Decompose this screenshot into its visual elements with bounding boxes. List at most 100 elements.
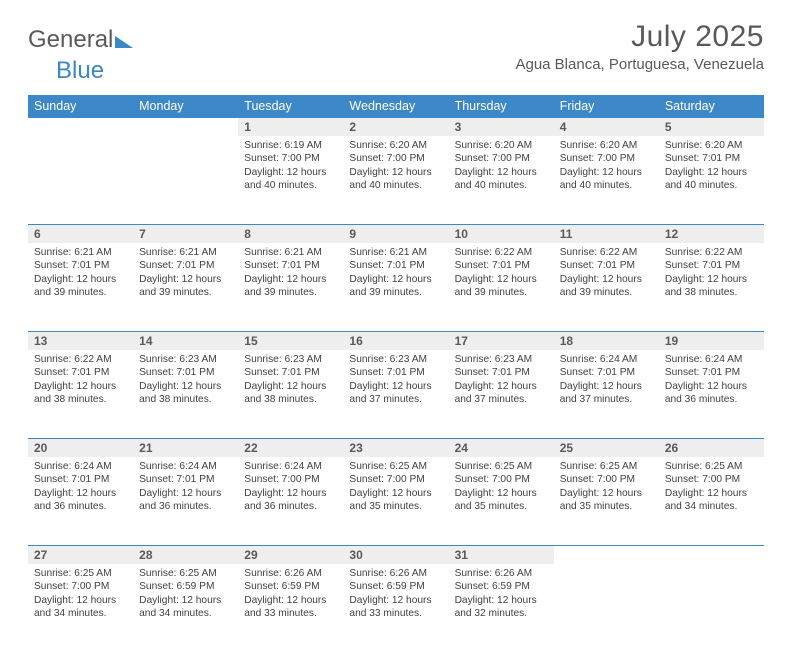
day-details: Sunrise: 6:25 AMSunset: 7:00 PMDaylight:… bbox=[28, 564, 133, 627]
day-number: 16 bbox=[343, 331, 448, 350]
calendar-cell: Sunrise: 6:21 AMSunset: 7:01 PMDaylight:… bbox=[28, 243, 133, 331]
day-number: 10 bbox=[449, 224, 554, 243]
calendar-cell: Sunrise: 6:22 AMSunset: 7:01 PMDaylight:… bbox=[449, 243, 554, 331]
day-details: Sunrise: 6:23 AMSunset: 7:01 PMDaylight:… bbox=[133, 350, 238, 413]
day-number: 12 bbox=[659, 224, 764, 243]
day-details: Sunrise: 6:24 AMSunset: 7:00 PMDaylight:… bbox=[238, 457, 343, 520]
weekday-header: Saturday bbox=[659, 95, 764, 117]
weekday-header: Friday bbox=[554, 95, 659, 117]
day-number: 22 bbox=[238, 438, 343, 457]
calendar-cell: Sunrise: 6:20 AMSunset: 7:00 PMDaylight:… bbox=[449, 136, 554, 224]
day-number: 28 bbox=[133, 545, 238, 564]
day-number: 7 bbox=[133, 224, 238, 243]
calendar-page: General July 2025 Agua Blanca, Portugues… bbox=[0, 0, 792, 672]
day-number bbox=[28, 117, 133, 136]
day-details: Sunrise: 6:25 AMSunset: 7:00 PMDaylight:… bbox=[343, 457, 448, 520]
day-number bbox=[133, 117, 238, 136]
weekday-header: Tuesday bbox=[238, 95, 343, 117]
calendar-cell bbox=[554, 564, 659, 652]
day-details: Sunrise: 6:24 AMSunset: 7:01 PMDaylight:… bbox=[659, 350, 764, 413]
calendar-cell: Sunrise: 6:26 AMSunset: 6:59 PMDaylight:… bbox=[343, 564, 448, 652]
calendar-cell: Sunrise: 6:24 AMSunset: 7:01 PMDaylight:… bbox=[133, 457, 238, 545]
calendar-cell: Sunrise: 6:23 AMSunset: 7:01 PMDaylight:… bbox=[133, 350, 238, 438]
calendar-cell: Sunrise: 6:22 AMSunset: 7:01 PMDaylight:… bbox=[554, 243, 659, 331]
title-block: July 2025 Agua Blanca, Portuguesa, Venez… bbox=[515, 20, 764, 73]
weekday-header-row: Sunday Monday Tuesday Wednesday Thursday… bbox=[28, 95, 764, 117]
calendar-cell: Sunrise: 6:24 AMSunset: 7:01 PMDaylight:… bbox=[28, 457, 133, 545]
day-number: 29 bbox=[238, 545, 343, 564]
calendar-cell bbox=[133, 136, 238, 224]
calendar-cell: Sunrise: 6:26 AMSunset: 6:59 PMDaylight:… bbox=[238, 564, 343, 652]
calendar-cell: Sunrise: 6:25 AMSunset: 7:00 PMDaylight:… bbox=[449, 457, 554, 545]
calendar-cell: Sunrise: 6:19 AMSunset: 7:00 PMDaylight:… bbox=[238, 136, 343, 224]
day-details: Sunrise: 6:19 AMSunset: 7:00 PMDaylight:… bbox=[238, 136, 343, 199]
calendar-cell: Sunrise: 6:20 AMSunset: 7:00 PMDaylight:… bbox=[343, 136, 448, 224]
day-number: 14 bbox=[133, 331, 238, 350]
day-number: 20 bbox=[28, 438, 133, 457]
day-number: 5 bbox=[659, 117, 764, 136]
day-number: 8 bbox=[238, 224, 343, 243]
day-details: Sunrise: 6:23 AMSunset: 7:01 PMDaylight:… bbox=[449, 350, 554, 413]
day-details: Sunrise: 6:26 AMSunset: 6:59 PMDaylight:… bbox=[449, 564, 554, 627]
day-number: 26 bbox=[659, 438, 764, 457]
day-number: 3 bbox=[449, 117, 554, 136]
calendar-cell: Sunrise: 6:25 AMSunset: 7:00 PMDaylight:… bbox=[343, 457, 448, 545]
day-number bbox=[554, 545, 659, 564]
day-number bbox=[659, 545, 764, 564]
day-details: Sunrise: 6:22 AMSunset: 7:01 PMDaylight:… bbox=[28, 350, 133, 413]
calendar-cell: Sunrise: 6:21 AMSunset: 7:01 PMDaylight:… bbox=[133, 243, 238, 331]
calendar-cell: Sunrise: 6:24 AMSunset: 7:01 PMDaylight:… bbox=[659, 350, 764, 438]
day-details: Sunrise: 6:24 AMSunset: 7:01 PMDaylight:… bbox=[28, 457, 133, 520]
calendar-cell bbox=[28, 136, 133, 224]
day-details: Sunrise: 6:25 AMSunset: 7:00 PMDaylight:… bbox=[554, 457, 659, 520]
day-details: Sunrise: 6:22 AMSunset: 7:01 PMDaylight:… bbox=[449, 243, 554, 306]
day-number: 25 bbox=[554, 438, 659, 457]
brand-triangle-icon bbox=[115, 36, 133, 48]
calendar-cell bbox=[659, 564, 764, 652]
calendar-table: Sunday Monday Tuesday Wednesday Thursday… bbox=[28, 95, 764, 652]
day-details: Sunrise: 6:24 AMSunset: 7:01 PMDaylight:… bbox=[554, 350, 659, 413]
day-number: 24 bbox=[449, 438, 554, 457]
day-details: Sunrise: 6:21 AMSunset: 7:01 PMDaylight:… bbox=[133, 243, 238, 306]
day-details: Sunrise: 6:20 AMSunset: 7:00 PMDaylight:… bbox=[449, 136, 554, 199]
day-number: 15 bbox=[238, 331, 343, 350]
day-number: 27 bbox=[28, 545, 133, 564]
calendar-cell: Sunrise: 6:24 AMSunset: 7:01 PMDaylight:… bbox=[554, 350, 659, 438]
calendar-cell: Sunrise: 6:20 AMSunset: 7:00 PMDaylight:… bbox=[554, 136, 659, 224]
day-details: Sunrise: 6:20 AMSunset: 7:00 PMDaylight:… bbox=[554, 136, 659, 199]
day-details: Sunrise: 6:23 AMSunset: 7:01 PMDaylight:… bbox=[343, 350, 448, 413]
day-details: Sunrise: 6:23 AMSunset: 7:01 PMDaylight:… bbox=[238, 350, 343, 413]
day-details: Sunrise: 6:25 AMSunset: 7:00 PMDaylight:… bbox=[449, 457, 554, 520]
calendar-cell: Sunrise: 6:25 AMSunset: 7:00 PMDaylight:… bbox=[28, 564, 133, 652]
day-details: Sunrise: 6:25 AMSunset: 7:00 PMDaylight:… bbox=[659, 457, 764, 520]
brand-word-1: General bbox=[28, 26, 113, 54]
day-details: Sunrise: 6:21 AMSunset: 7:01 PMDaylight:… bbox=[28, 243, 133, 306]
day-number: 31 bbox=[449, 545, 554, 564]
weekday-header: Thursday bbox=[449, 95, 554, 117]
day-number: 17 bbox=[449, 331, 554, 350]
day-number: 9 bbox=[343, 224, 448, 243]
calendar-cell: Sunrise: 6:23 AMSunset: 7:01 PMDaylight:… bbox=[238, 350, 343, 438]
calendar-cell: Sunrise: 6:24 AMSunset: 7:00 PMDaylight:… bbox=[238, 457, 343, 545]
day-details: Sunrise: 6:21 AMSunset: 7:01 PMDaylight:… bbox=[238, 243, 343, 306]
brand-word-2: Blue bbox=[56, 57, 104, 84]
day-details: Sunrise: 6:22 AMSunset: 7:01 PMDaylight:… bbox=[659, 243, 764, 306]
calendar-cell: Sunrise: 6:25 AMSunset: 7:00 PMDaylight:… bbox=[659, 457, 764, 545]
weekday-header: Sunday bbox=[28, 95, 133, 117]
day-details: Sunrise: 6:26 AMSunset: 6:59 PMDaylight:… bbox=[343, 564, 448, 627]
calendar-cell: Sunrise: 6:22 AMSunset: 7:01 PMDaylight:… bbox=[659, 243, 764, 331]
weekday-header: Wednesday bbox=[343, 95, 448, 117]
brand-logo: General bbox=[28, 20, 133, 54]
day-details: Sunrise: 6:21 AMSunset: 7:01 PMDaylight:… bbox=[343, 243, 448, 306]
month-title: July 2025 bbox=[515, 20, 764, 54]
day-details: Sunrise: 6:20 AMSunset: 7:01 PMDaylight:… bbox=[659, 136, 764, 199]
calendar-cell: Sunrise: 6:23 AMSunset: 7:01 PMDaylight:… bbox=[449, 350, 554, 438]
day-details: Sunrise: 6:24 AMSunset: 7:01 PMDaylight:… bbox=[133, 457, 238, 520]
calendar-body: 12 345 Sunrise: 6:19 AMSunset: 7:00 PMDayl… bbox=[28, 117, 764, 652]
day-details: Sunrise: 6:26 AMSunset: 6:59 PMDaylight:… bbox=[238, 564, 343, 627]
weekday-header: Monday bbox=[133, 95, 238, 117]
calendar-cell: Sunrise: 6:25 AMSunset: 6:59 PMDaylight:… bbox=[133, 564, 238, 652]
day-details: Sunrise: 6:22 AMSunset: 7:01 PMDaylight:… bbox=[554, 243, 659, 306]
day-number: 4 bbox=[554, 117, 659, 136]
calendar-cell: Sunrise: 6:25 AMSunset: 7:00 PMDaylight:… bbox=[554, 457, 659, 545]
